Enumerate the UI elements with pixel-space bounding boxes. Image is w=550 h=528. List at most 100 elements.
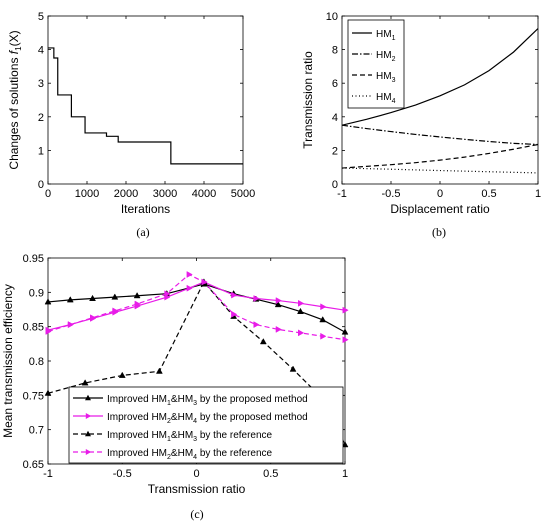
data-point (341, 441, 349, 448)
text-span: Improved HM (107, 448, 167, 459)
text-span: 1 (392, 35, 396, 42)
x-tick-label: 0 (437, 188, 443, 200)
y-tick-label: 0 (38, 179, 44, 191)
series-line-2 (48, 280, 345, 446)
x-tick-label: 1 (535, 188, 541, 200)
y-tick-label: 0.9 (29, 287, 44, 299)
text-span: by the reference (197, 430, 272, 441)
x-tick-label: 3000 (153, 188, 177, 200)
x-axis-label: Displacement ratio (390, 202, 490, 216)
x-tick-label: 2000 (114, 188, 138, 200)
data-point (259, 338, 267, 345)
data-point (319, 316, 327, 323)
text-span: &HM (171, 394, 193, 405)
legend-label: HM2 (376, 50, 396, 63)
text-span: 1 (14, 46, 23, 51)
y-tick-label: 2 (332, 145, 338, 157)
text-span: Improved HM (107, 430, 167, 441)
data-point (133, 292, 141, 299)
data-point (134, 300, 141, 308)
data-point (186, 284, 193, 292)
text-span: 1 (167, 436, 171, 443)
series-line-0 (342, 28, 538, 126)
data-point (298, 299, 305, 307)
y-axis-label: Changes of solutions f1(X) (7, 30, 23, 169)
data-point (66, 296, 74, 303)
y-tick-label: 4 (332, 112, 338, 124)
data-point (298, 329, 305, 337)
text-span: HM (376, 50, 392, 61)
y-tick-label: 0.85 (23, 322, 44, 334)
legend-marker (85, 413, 92, 419)
legend-label: HM3 (376, 71, 396, 84)
data-point (297, 307, 304, 315)
text-span: 2 (167, 418, 171, 425)
series-line-3 (48, 273, 345, 341)
text-span: Improved HM (107, 394, 167, 405)
data-point (253, 321, 260, 329)
y-tick-label: 3 (38, 78, 44, 90)
legend-label: HM1 (376, 29, 396, 42)
data-point (342, 306, 349, 314)
data-point (111, 293, 119, 300)
x-tick-label: -1 (43, 468, 53, 480)
data-point (275, 325, 282, 333)
data-point (118, 371, 126, 378)
legend-label: Improved HM2&HM4 by the proposed method (107, 412, 308, 425)
data-point (253, 295, 260, 302)
text-span: by the proposed method (197, 394, 308, 405)
text-span: 3 (193, 436, 197, 443)
data-point (274, 300, 282, 308)
legend-label: Improved HM2&HM4 by the reference (107, 448, 273, 461)
x-tick-label: 5000 (231, 188, 255, 200)
series-line-2 (342, 143, 538, 169)
text-span: HM (376, 92, 392, 103)
x-axis-label: Transmission ratio (148, 482, 246, 496)
text-span: 3 (392, 77, 396, 84)
text-span: 2 (167, 454, 171, 461)
figure-caption: (b) (432, 225, 446, 239)
y-axis-label: Transmission ratio (301, 51, 315, 149)
x-tick-label: 0.5 (263, 468, 278, 480)
y-tick-label: 0.8 (29, 356, 44, 368)
text-span: f (7, 49, 21, 54)
x-tick-label: -0.5 (382, 188, 401, 200)
y-tick-label: 1 (38, 145, 44, 157)
x-tick-label: 1000 (75, 188, 99, 200)
data-point (201, 278, 208, 286)
text-span: &HM (171, 430, 193, 441)
y-tick-label: 0.95 (23, 253, 44, 265)
data-point (90, 314, 97, 322)
figure-caption: (a) (136, 225, 149, 239)
series-line-3 (342, 167, 538, 174)
text-span: by the reference (197, 448, 272, 459)
text-span: 4 (193, 418, 197, 425)
y-tick-label: 5 (38, 11, 44, 23)
figure-caption: (c) (190, 507, 203, 521)
data-point (44, 389, 52, 396)
data-point (275, 297, 282, 304)
x-tick-label: 0.5 (481, 188, 496, 200)
text-span: HM (376, 29, 392, 40)
x-tick-label: -0.5 (113, 468, 132, 480)
x-tick-label: 1 (342, 468, 348, 480)
data-point (320, 332, 327, 340)
y-tick-label: 8 (332, 45, 338, 57)
legend-box (347, 19, 405, 109)
text-span: 4 (392, 98, 396, 105)
data-point (81, 379, 89, 386)
data-point (320, 303, 327, 311)
x-tick-label: 0 (45, 188, 51, 200)
y-axis-label: Mean transmission efficiency (1, 284, 15, 438)
y-tick-label: 2 (38, 112, 44, 124)
data-point (155, 367, 163, 374)
series-line-1 (342, 124, 538, 146)
data-point (164, 290, 171, 298)
x-tick-label: 0 (193, 468, 199, 480)
legend-label: Improved HM1&HM3 by the reference (107, 430, 273, 443)
x-tick-label: 4000 (192, 188, 216, 200)
y-tick-label: 0.65 (23, 459, 44, 471)
data-point (112, 307, 119, 315)
data-point (341, 328, 349, 335)
